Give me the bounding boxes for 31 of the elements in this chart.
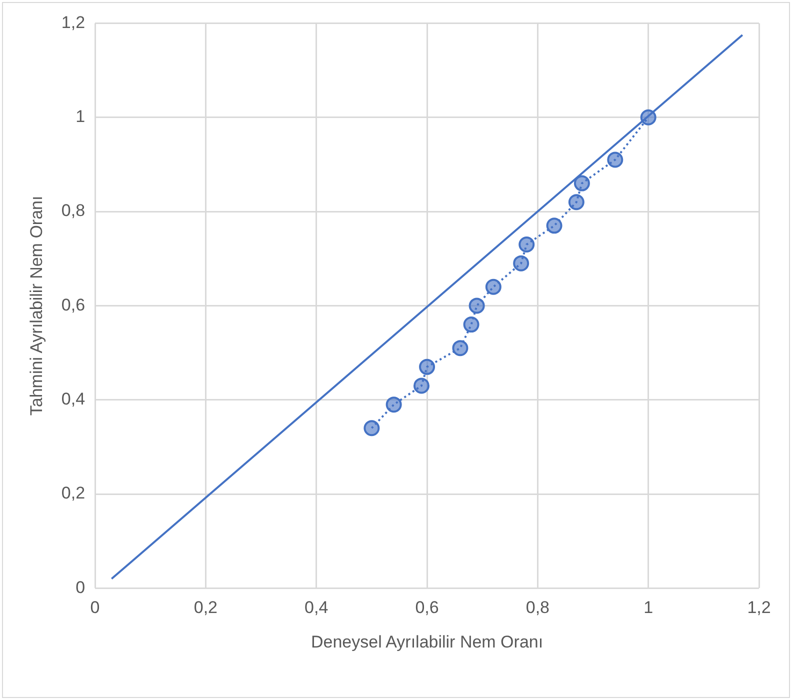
- point: [518, 236, 535, 252]
- x-tick-label: 1: [644, 598, 654, 618]
- point: [546, 218, 562, 234]
- point: [468, 298, 485, 314]
- point: [364, 420, 380, 436]
- point: [413, 378, 430, 394]
- point: [640, 109, 656, 126]
- point: [463, 316, 480, 333]
- y-tick-label: 0,6: [61, 295, 86, 314]
- y-tick-label: 0: [76, 578, 86, 597]
- y-axis-title: Tahmini Ayrılabilir Nem Oranı: [26, 196, 46, 416]
- point: [452, 340, 468, 356]
- x-tick-label: 0,6: [415, 598, 439, 618]
- x-tick-label: 0,2: [194, 598, 218, 618]
- x-tick-label: 0,8: [526, 598, 550, 618]
- point: [513, 255, 530, 272]
- y-tick-label: 0,8: [61, 201, 86, 220]
- y-tick-label: 0,2: [61, 484, 86, 503]
- point: [574, 175, 590, 192]
- x-tick-label: 0,4: [304, 598, 328, 618]
- point: [419, 358, 436, 375]
- point: [485, 278, 502, 295]
- y-tick-label: 0,4: [61, 390, 86, 409]
- x-tick-label: 0: [90, 598, 100, 618]
- x-tick-label: 1,2: [747, 598, 771, 618]
- y-tick-label: 1: [76, 107, 86, 126]
- point: [568, 194, 584, 210]
- point: [607, 152, 624, 168]
- x-axis-title: Deneysel Ayrılabilir Nem Oranı: [310, 632, 544, 652]
- y-tick-label: 1,2: [61, 12, 86, 32]
- point: [386, 396, 402, 413]
